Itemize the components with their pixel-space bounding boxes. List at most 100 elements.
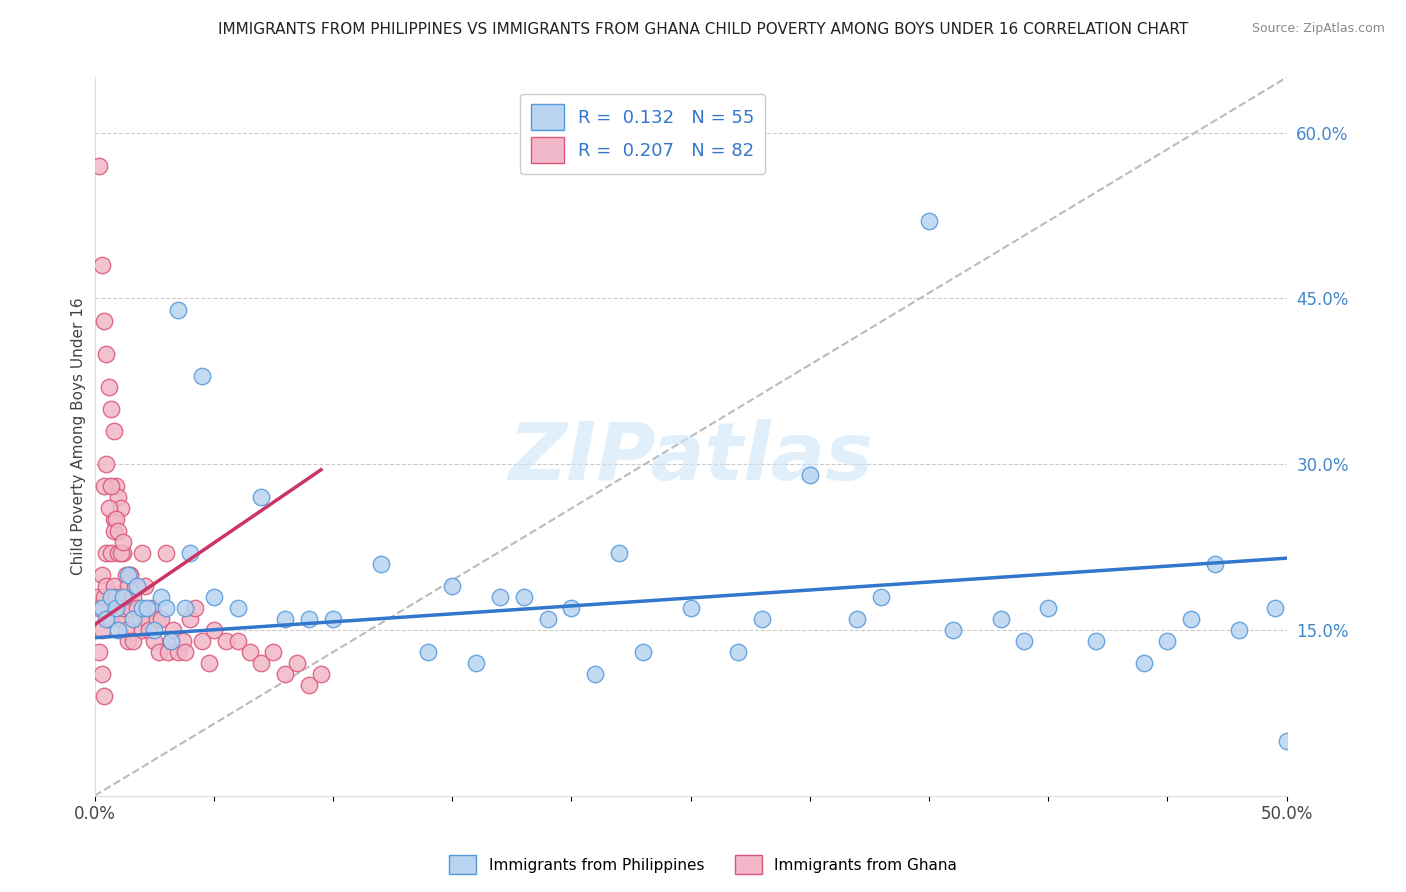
Point — [1227, 623, 1250, 637]
Point — [96, 457, 118, 471]
Point — [583, 667, 606, 681]
Point — [1264, 600, 1286, 615]
Point — [107, 491, 129, 505]
Point — [103, 579, 125, 593]
Point — [150, 590, 173, 604]
Point — [100, 479, 122, 493]
Point — [918, 214, 941, 228]
Text: Source: ZipAtlas.com: Source: ZipAtlas.com — [1251, 22, 1385, 36]
Point — [143, 634, 166, 648]
Point — [105, 590, 128, 604]
Point — [202, 623, 225, 637]
Point — [90, 623, 112, 637]
Point — [418, 645, 440, 659]
Point — [465, 656, 488, 670]
Point — [607, 546, 630, 560]
Point — [103, 424, 125, 438]
Point — [131, 600, 153, 615]
Point — [112, 590, 135, 604]
Point — [145, 612, 167, 626]
Point — [121, 612, 143, 626]
Point — [96, 612, 118, 626]
Point — [942, 623, 965, 637]
Point — [631, 645, 654, 659]
Point — [160, 634, 183, 648]
Point — [215, 634, 238, 648]
Point — [112, 600, 135, 615]
Point — [127, 600, 149, 615]
Point — [322, 612, 344, 626]
Point — [136, 600, 159, 615]
Point — [90, 667, 112, 681]
Point — [110, 501, 132, 516]
Point — [107, 524, 129, 538]
Point — [143, 623, 166, 637]
Point — [183, 600, 205, 615]
Point — [131, 546, 153, 560]
Point — [285, 656, 308, 670]
Point — [157, 645, 180, 659]
Point — [89, 645, 111, 659]
Point — [150, 612, 173, 626]
Point — [100, 401, 122, 416]
Point — [114, 567, 136, 582]
Point — [751, 612, 773, 626]
Point — [100, 590, 122, 604]
Point — [107, 623, 129, 637]
Point — [107, 600, 129, 615]
Point — [89, 159, 111, 173]
Point — [93, 479, 115, 493]
Point — [274, 612, 297, 626]
Point — [799, 468, 821, 483]
Point — [262, 645, 284, 659]
Point — [238, 645, 260, 659]
Point — [167, 302, 190, 317]
Point — [226, 634, 249, 648]
Point — [121, 590, 143, 604]
Point — [298, 612, 321, 626]
Point — [120, 600, 142, 615]
Point — [148, 645, 170, 659]
Point — [298, 678, 321, 692]
Point — [105, 600, 128, 615]
Point — [97, 501, 120, 516]
Point — [124, 579, 146, 593]
Point — [1014, 634, 1036, 648]
Point — [90, 600, 112, 615]
Point — [90, 258, 112, 272]
Point — [1084, 634, 1107, 648]
Point — [990, 612, 1012, 626]
Point — [127, 579, 149, 593]
Point — [96, 347, 118, 361]
Point — [198, 656, 221, 670]
Point — [179, 612, 201, 626]
Point — [96, 579, 118, 593]
Point — [131, 623, 153, 637]
Point — [90, 567, 112, 582]
Point — [846, 612, 869, 626]
Text: ZIPatlas: ZIPatlas — [508, 419, 873, 497]
Point — [679, 600, 702, 615]
Point — [103, 512, 125, 526]
Point — [174, 645, 197, 659]
Point — [1275, 733, 1298, 747]
Point — [1204, 557, 1226, 571]
Text: IMMIGRANTS FROM PHILIPPINES VS IMMIGRANTS FROM GHANA CHILD POVERTY AMONG BOYS UN: IMMIGRANTS FROM PHILIPPINES VS IMMIGRANT… — [218, 22, 1188, 37]
Point — [114, 623, 136, 637]
Point — [179, 546, 201, 560]
Point — [96, 546, 118, 560]
Point — [536, 612, 558, 626]
Point — [138, 623, 160, 637]
Point — [1180, 612, 1202, 626]
Point — [226, 600, 249, 615]
Point — [167, 645, 190, 659]
Y-axis label: Child Poverty Among Boys Under 16: Child Poverty Among Boys Under 16 — [72, 298, 86, 575]
Point — [250, 656, 273, 670]
Point — [489, 590, 512, 604]
Point — [441, 579, 464, 593]
Point — [97, 380, 120, 394]
Point — [110, 546, 132, 560]
Point — [120, 567, 142, 582]
Point — [112, 546, 135, 560]
Point — [110, 612, 132, 626]
